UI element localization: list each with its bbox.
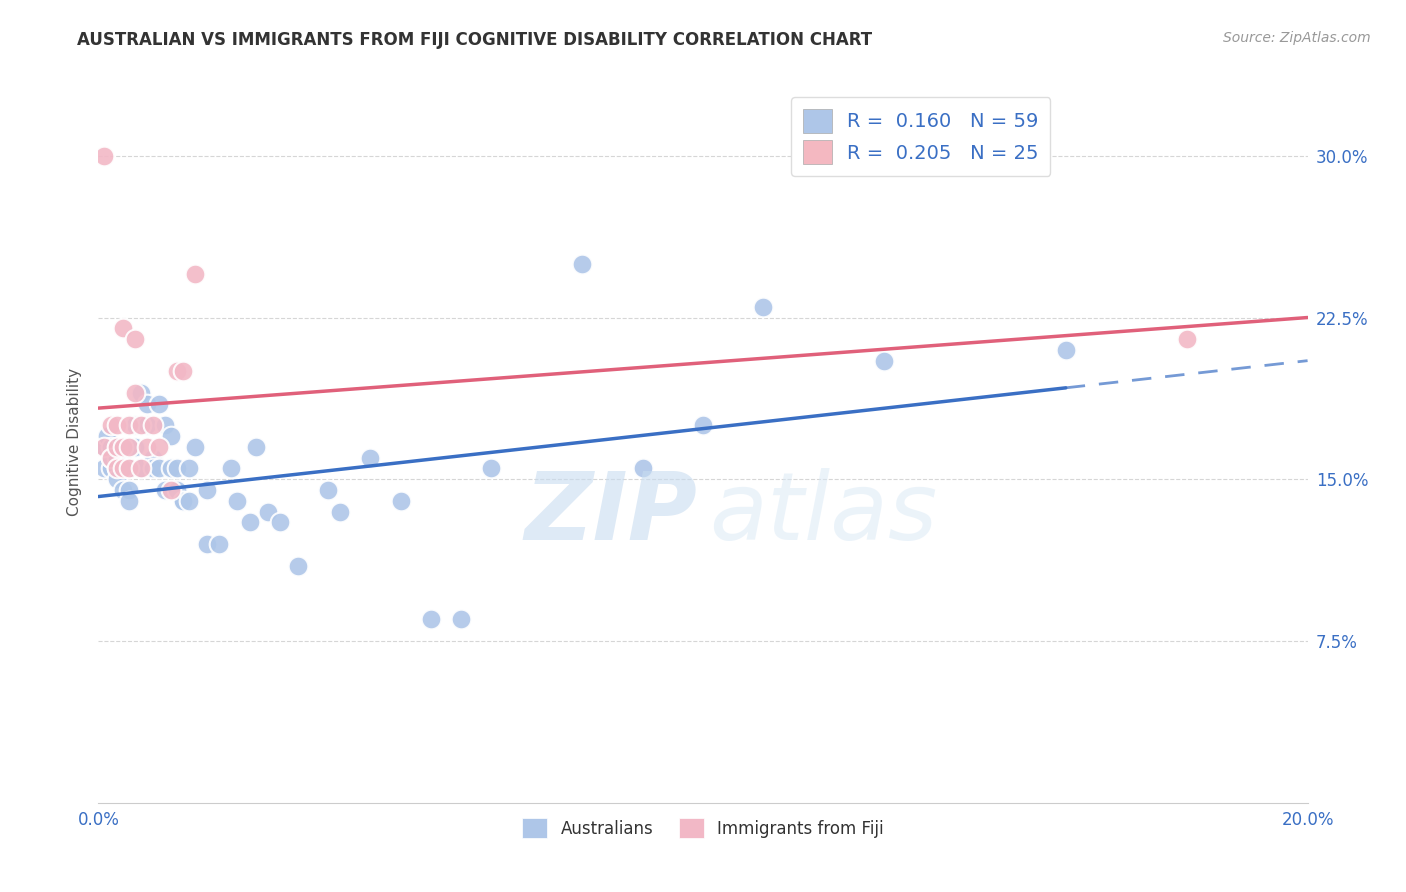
Point [208, 537, 231, 551]
Point [129, 461, 152, 475]
Text: AUSTRALIAN VS IMMIGRANTS FROM FIJI COGNITIVE DISABILITY CORRELATION CHART: AUSTRALIAN VS IMMIGRANTS FROM FIJI COGNI… [77, 31, 873, 49]
Point [172, 493, 194, 508]
Point [148, 440, 170, 454]
Y-axis label: Cognitive Disability: Cognitive Disability [67, 368, 83, 516]
Point [153, 483, 176, 497]
Point [96, 429, 118, 443]
Point [160, 483, 183, 497]
Point [631, 461, 654, 475]
Point [100, 450, 122, 465]
Point [118, 461, 141, 475]
Point [105, 440, 128, 454]
Point [752, 300, 775, 314]
Text: atlas: atlas [709, 468, 938, 559]
Point [111, 461, 134, 475]
Point [166, 364, 188, 378]
Point [105, 440, 128, 454]
Point [179, 493, 201, 508]
Point [100, 418, 122, 433]
Point [873, 353, 896, 368]
Point [105, 418, 128, 433]
Legend: Australians, Immigrants from Fiji: Australians, Immigrants from Fiji [516, 812, 890, 845]
Point [179, 461, 201, 475]
Point [105, 461, 128, 475]
Point [100, 440, 122, 454]
Point [129, 461, 152, 475]
Point [420, 612, 443, 626]
Point [100, 450, 122, 465]
Point [450, 612, 472, 626]
Point [93, 149, 115, 163]
Point [118, 493, 141, 508]
Point [316, 483, 339, 497]
Point [129, 418, 152, 433]
Point [172, 364, 194, 378]
Text: Source: ZipAtlas.com: Source: ZipAtlas.com [1223, 31, 1371, 45]
Point [142, 418, 165, 433]
Point [389, 493, 412, 508]
Point [129, 386, 152, 401]
Point [571, 257, 593, 271]
Point [239, 516, 262, 530]
Point [1054, 343, 1077, 357]
Point [105, 461, 128, 475]
Point [148, 461, 170, 475]
Point [481, 461, 503, 475]
Point [142, 461, 165, 475]
Point [135, 440, 157, 454]
Point [118, 418, 141, 433]
Point [124, 386, 146, 401]
Point [105, 472, 128, 486]
Point [1175, 332, 1198, 346]
Point [100, 461, 122, 475]
Point [105, 450, 128, 465]
Point [111, 440, 134, 454]
Point [195, 537, 218, 551]
Text: ZIP: ZIP [524, 467, 697, 560]
Point [245, 440, 267, 454]
Point [93, 440, 115, 454]
Point [91, 440, 114, 454]
Point [118, 461, 141, 475]
Point [166, 483, 188, 497]
Point [226, 493, 249, 508]
Point [124, 440, 146, 454]
Point [124, 332, 146, 346]
Point [111, 450, 134, 465]
Point [135, 418, 157, 433]
Point [166, 461, 188, 475]
Point [184, 440, 207, 454]
Point [135, 397, 157, 411]
Point [118, 483, 141, 497]
Point [153, 418, 176, 433]
Point [93, 461, 115, 475]
Point [221, 461, 243, 475]
Point [111, 483, 134, 497]
Point [287, 558, 309, 573]
Point [184, 268, 207, 282]
Point [124, 418, 146, 433]
Point [148, 397, 170, 411]
Point [360, 450, 382, 465]
Point [269, 516, 291, 530]
Point [160, 461, 183, 475]
Point [329, 505, 352, 519]
Point [172, 493, 194, 508]
Point [160, 429, 183, 443]
Point [256, 505, 278, 519]
Point [111, 321, 134, 335]
Point [195, 483, 218, 497]
Point [142, 450, 165, 465]
Point [692, 418, 714, 433]
Point [118, 440, 141, 454]
